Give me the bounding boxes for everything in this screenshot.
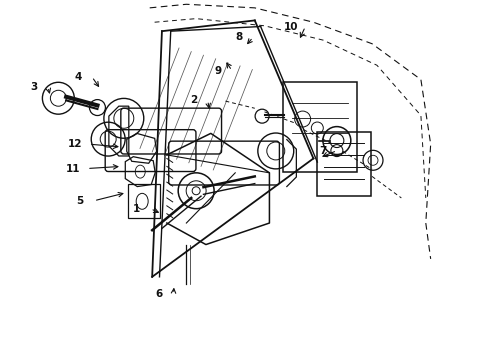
- Text: 1: 1: [133, 204, 140, 214]
- Text: 7: 7: [319, 145, 327, 156]
- Text: 3: 3: [30, 82, 38, 92]
- Text: 11: 11: [66, 163, 80, 174]
- Text: 4: 4: [74, 72, 81, 82]
- Text: 8: 8: [236, 32, 243, 42]
- Text: 6: 6: [156, 289, 163, 299]
- Text: 12: 12: [68, 139, 82, 149]
- Text: 2: 2: [190, 95, 197, 105]
- Text: 9: 9: [215, 66, 221, 76]
- Text: 10: 10: [284, 22, 299, 32]
- Text: 5: 5: [76, 196, 83, 206]
